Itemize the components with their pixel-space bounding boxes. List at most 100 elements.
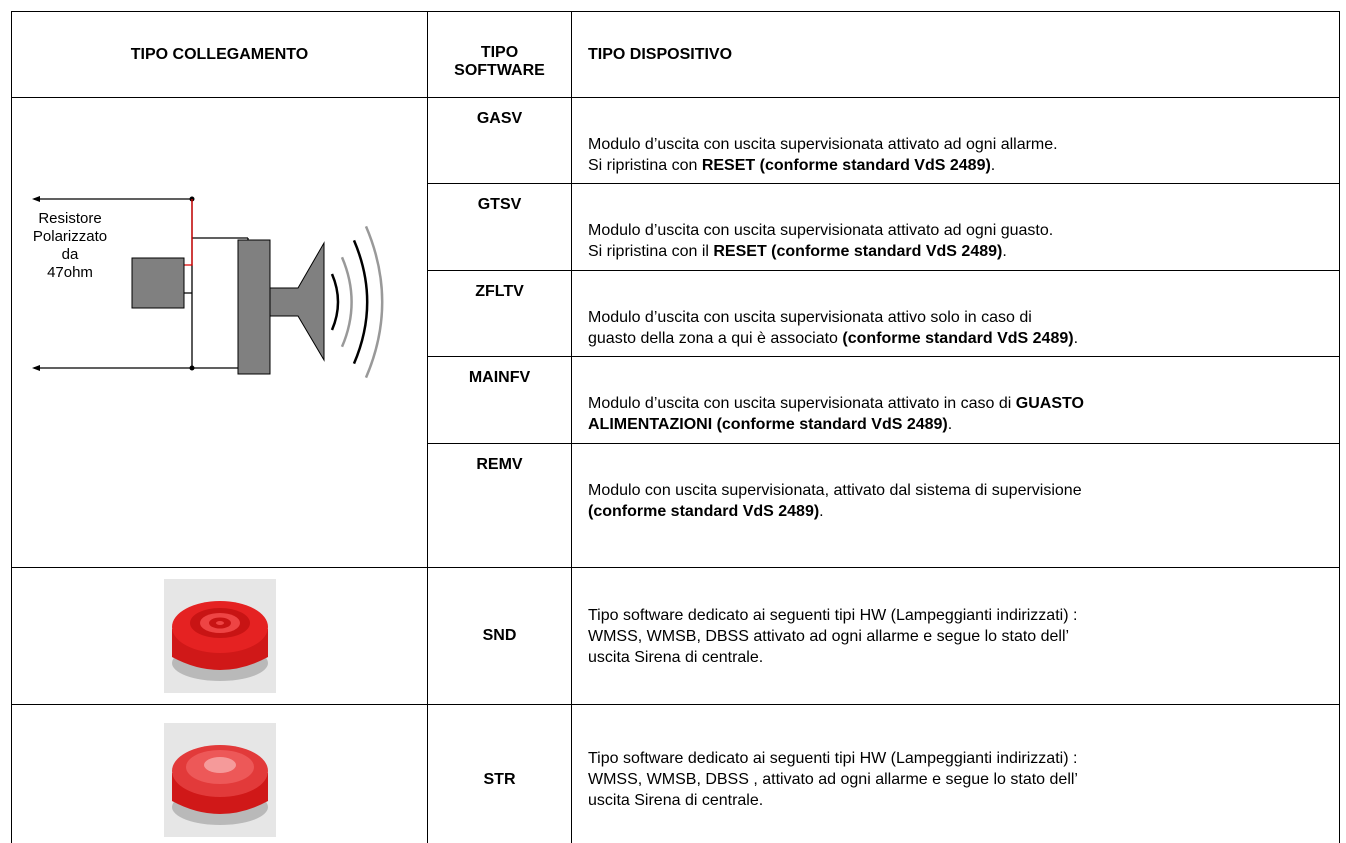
sound-wave (340, 256, 353, 348)
description-text: Si ripristina con (588, 157, 702, 174)
lens-core (203, 756, 236, 773)
description-text: WMSS, WMSB, DBSS , attivato ad ogni alla… (588, 771, 1078, 788)
description-text: uscita Sirena di centrale. (588, 792, 764, 809)
table-row: MAINFV Modulo d’uscita con uscita supervi… (12, 356, 1340, 444)
device-image (163, 722, 276, 837)
software-name: SND (482, 627, 517, 644)
table-row: STR Tipo software dedicato ai seguenti ti… (11, 704, 1340, 843)
description-line: WMSS, WMSB, DBSS , attivato ad ogni alla… (588, 769, 1333, 790)
description-text: (conforme standard VdS 2489) (842, 330, 1074, 347)
header-row: TIPO COLLEGAMENTO TIPO SOFTWARE TIPO DIS… (11, 11, 1340, 98)
description-line: Si ripristina con il RESET (conforme sta… (588, 241, 1333, 262)
arrow (32, 365, 40, 371)
speaker-cone (269, 241, 325, 362)
header-cell: TIPO SOFTWARE (427, 11, 572, 98)
header-cell: TIPO DISPOSITIVO (571, 11, 1340, 98)
header-text: TIPO COLLEGAMENTO (130, 45, 309, 63)
description-cell: Tipo software dedicato ai seguenti tipi … (571, 704, 1340, 843)
header-cell: TIPO COLLEGAMENTO (11, 11, 428, 98)
software-name: REMV (476, 456, 523, 473)
diagram-label: 47ohm (47, 264, 93, 281)
description-cell: Modulo d’uscita con uscita supervisionat… (571, 97, 1340, 184)
description-line: Modulo d’uscita con uscita supervisionat… (588, 220, 1333, 241)
table-row: ZFLTV Modulo d’uscita con uscita supervis… (12, 270, 1340, 357)
description-text: Modulo d’uscita con uscita supervisionat… (588, 222, 1054, 239)
description-text: uscita Sirena di centrale. (588, 648, 764, 666)
description-cell: Modulo d’uscita con uscita supervisionat… (571, 356, 1340, 444)
description-cell: Tipo software dedicato ai seguenti tipi … (571, 567, 1340, 705)
sound-wave (330, 273, 340, 331)
description-text: . (947, 416, 953, 433)
resistor (131, 257, 185, 309)
description-text: ALIMENTAZIONI (conforme standard VdS 248… (588, 416, 948, 433)
description-text: Tipo software dedicato ai seguenti tipi … (588, 750, 1078, 767)
description-line: Modulo d’uscita con uscita supervisionat… (588, 134, 1333, 155)
ring (215, 621, 224, 625)
device-table: TIPO COLLEGAMENTO TIPO SOFTWARE TIPO DIS… (11, 11, 1340, 843)
software-name: MAINFV (468, 369, 531, 386)
description-cell: Modulo con uscita supervisionata, attiva… (571, 443, 1340, 568)
header-text: TIPO DISPOSITIVO (588, 45, 733, 63)
diagram-label: Resistore (38, 210, 101, 227)
connection-cell (11, 704, 428, 843)
description-text: Si ripristina con il (588, 243, 714, 260)
software-cell: STR (427, 704, 572, 843)
software-cell: REMV (427, 443, 572, 568)
arrow (32, 196, 40, 202)
description-line: Tipo software dedicato ai seguenti tipi … (588, 605, 1333, 626)
description-line: uscita Sirena di centrale. (588, 790, 1333, 811)
description-text: RESET (conforme standard VdS 2489) (713, 243, 1003, 260)
description-line: guasto della zona a qui è associato (con… (588, 328, 1333, 349)
description-line: Si ripristina con RESET (conforme standa… (588, 155, 1333, 176)
description-cell: Modulo d’uscita con uscita supervisionat… (571, 270, 1340, 357)
diagram-label: Polarizzato (33, 228, 107, 245)
description-text: Tipo software dedicato ai seguenti tipi … (588, 606, 1078, 624)
table-row: REMV Modulo con uscita supervisionata, at… (12, 443, 1340, 568)
device-image (163, 579, 276, 693)
description-line: WMSS, WMSB, DBSS attivato ad ogni allarm… (588, 626, 1333, 647)
description-line: Tipo software dedicato ai seguenti tipi … (588, 748, 1333, 769)
description-line: Modulo con uscita supervisionata, attiva… (588, 480, 1333, 501)
connection-cell: Resistore Polarizzato da 47ohm (11, 97, 428, 568)
description-text: Modulo con uscita supervisionata, attiva… (588, 482, 1082, 499)
description-text: guasto della zona a qui è associato (588, 330, 843, 347)
description-text: . (1073, 330, 1079, 347)
connection-cell (11, 567, 428, 705)
description-text: . (1002, 243, 1007, 260)
software-name: GASV (476, 110, 523, 127)
software-name: GTSV (477, 196, 522, 213)
description-line: uscita Sirena di centrale. (588, 647, 1333, 668)
sound-wave (352, 239, 369, 365)
sound-wave (364, 225, 384, 379)
speaker-body (237, 239, 271, 375)
description-cell: Modulo d’uscita con uscita supervisionat… (571, 183, 1340, 271)
software-cell: GASV (427, 97, 572, 184)
software-cell: GTSV (427, 183, 572, 271)
description-text: (conforme standard VdS 2489) (588, 503, 820, 520)
description-text: WMSS, WMSB, DBSS attivato ad ogni allarm… (588, 627, 1070, 645)
description-text: GUASTO (1015, 395, 1084, 412)
software-cell: MAINFV (427, 356, 572, 444)
description-text: RESET (conforme standard VdS 2489) (701, 157, 991, 174)
header-text: TIPO SOFTWARE (454, 43, 545, 79)
description-text: . (819, 503, 824, 520)
description-text: Modulo d’uscita con uscita supervisionat… (588, 309, 1032, 326)
description-line: (conforme standard VdS 2489). (588, 501, 1333, 522)
diagram-label: da (62, 246, 79, 263)
description-text: Modulo d’uscita con uscita supervisionat… (588, 136, 1058, 153)
description-text: . (990, 157, 996, 174)
software-cell: SND (427, 567, 572, 705)
table-row: Resistore Polarizzato da 47ohm GASV Modulo d’… (11, 97, 1340, 568)
description-line: Modulo d’uscita con uscita supervisionat… (588, 307, 1333, 328)
software-name: STR (483, 770, 516, 788)
description-line: Modulo d’uscita con uscita supervisionat… (588, 393, 1333, 414)
node (189, 365, 195, 371)
description-text: Modulo d’uscita con uscita supervisionat… (588, 395, 1016, 412)
table-row: SND Tipo software dedicato ai seguenti ti… (11, 567, 1340, 705)
description-line: ALIMENTAZIONI (conforme standard VdS 248… (588, 414, 1333, 435)
software-cell: ZFLTV (427, 270, 572, 357)
red-wire (184, 199, 193, 266)
software-name: ZFLTV (475, 283, 524, 300)
